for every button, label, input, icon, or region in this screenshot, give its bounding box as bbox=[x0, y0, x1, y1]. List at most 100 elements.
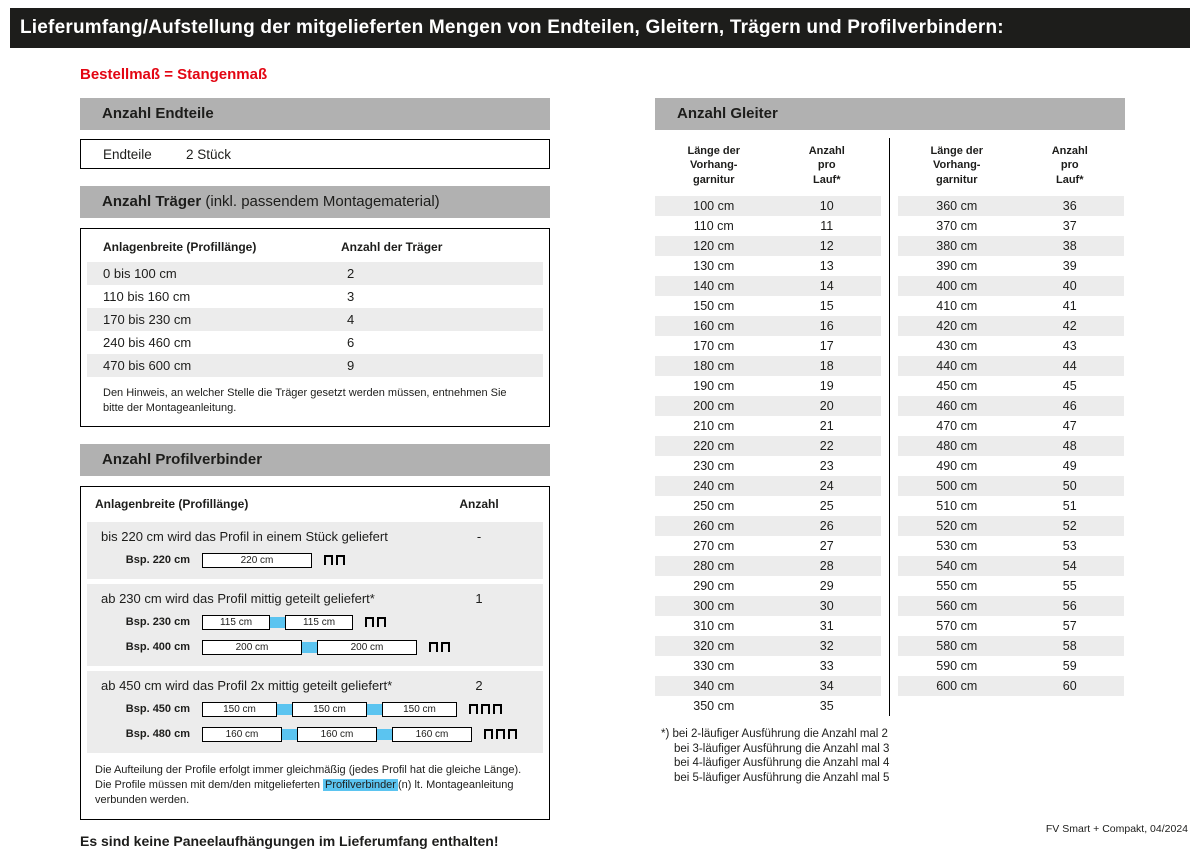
gleiter-anzahl-cell: 31 bbox=[819, 618, 834, 633]
gleiter-laenge-cell: 150 cm bbox=[693, 298, 735, 313]
profilverbinder-box: Anlagenbreite (Profillänge) Anzahl bis 2… bbox=[80, 485, 550, 820]
gleiter-anzahl-cell: 48 bbox=[1062, 438, 1077, 453]
gleiter-row: 340 cm 34 bbox=[655, 675, 881, 696]
gleiter-anzahl-cell: 55 bbox=[1062, 578, 1077, 593]
traeger-note: Den Hinweis, an welcher Stelle die Träge… bbox=[103, 387, 507, 414]
traeger-brackets-icon bbox=[365, 617, 386, 628]
profile-segment: 115 cm bbox=[285, 614, 353, 630]
endteile-label: Endteile bbox=[103, 146, 152, 162]
gleiter-anzahl-cell: 20 bbox=[819, 398, 834, 413]
traeger-brackets-icon bbox=[324, 555, 345, 566]
gleiter-anzahl-cell: 56 bbox=[1062, 598, 1077, 613]
traeger-row: 240 bis 460 cm 6 bbox=[87, 331, 543, 354]
gleiter-laenge-cell: 270 cm bbox=[693, 538, 735, 553]
anlagenbreite-cell: 110 bis 160 cm bbox=[103, 289, 191, 304]
gleiter-anzahl-cell: 43 bbox=[1062, 338, 1077, 353]
traeger-count-cell: 9 bbox=[347, 358, 355, 373]
gleiter-laenge-cell: 450 cm bbox=[936, 378, 978, 393]
traeger-count-cell: 6 bbox=[347, 335, 355, 350]
gleiter-laenge-cell: 130 cm bbox=[693, 258, 735, 273]
gleiter-anzahl-cell: 27 bbox=[819, 538, 834, 553]
anlagenbreite-cell: 240 bis 460 cm bbox=[103, 335, 192, 350]
pv-note-text-2: (n) lt. Montageanleitung verbunden werde… bbox=[95, 779, 514, 807]
gleiter-laenge-cell: 100 cm bbox=[693, 198, 735, 213]
traeger-count-cell: 4 bbox=[347, 312, 355, 327]
gleiter-row: 110 cm 11 bbox=[655, 216, 881, 236]
gleiter-anzahl-cell: 18 bbox=[819, 358, 834, 373]
gleiter-laenge-cell: 280 cm bbox=[693, 558, 735, 573]
traeger-table-rows: 0 bis 100 cm 2 110 bis 160 cm 3 170 bis 230 … bbox=[81, 262, 549, 377]
pv-note-text-1: Die Aufteilung der Profile erfolgt immer… bbox=[95, 763, 522, 792]
gleiter-anzahl-cell: 17 bbox=[819, 338, 834, 353]
gleiter-col-laenge-header: Länge der Vorhang-garnitur bbox=[687, 145, 741, 186]
gleiter-row: 130 cm 13 bbox=[655, 256, 881, 276]
gleiter-anzahl-cell: 35 bbox=[819, 698, 834, 713]
section-header-gleiter: Anzahl Gleiter bbox=[655, 98, 1125, 130]
profile-example-row: Bsp. 220 cm 220 cm bbox=[101, 552, 535, 569]
gleiter-row: 360 cm 36 bbox=[898, 195, 1124, 216]
gleiter-footnote-line: bei 4-läufiger Ausführung die Anzahl mal… bbox=[674, 757, 890, 770]
traeger-brackets-icon bbox=[429, 642, 450, 653]
profilverbinder-groups: bis 220 cm wird das Profil in einem Stüc… bbox=[87, 521, 543, 753]
profilverbinder-group: bis 220 cm wird das Profil in einem Stüc… bbox=[87, 521, 543, 579]
gleiter-anzahl-cell: 24 bbox=[819, 478, 834, 493]
gleiter-anzahl-cell: 30 bbox=[819, 598, 834, 613]
gleiter-row: 300 cm 30 bbox=[655, 595, 881, 616]
gleiter-anzahl-cell: 45 bbox=[1062, 378, 1077, 393]
traeger-row: 110 bis 160 cm 3 bbox=[87, 285, 543, 308]
gleiter-anzahl-cell: 16 bbox=[819, 318, 834, 333]
gleiter-laenge-cell: 570 cm bbox=[936, 618, 978, 633]
gleiter-anzahl-cell: 28 bbox=[819, 558, 834, 573]
traeger-header-bold: Anzahl Träger bbox=[102, 193, 202, 210]
traeger-table: Anlagenbreite (Profillänge) Anzahl der T… bbox=[80, 228, 550, 427]
columns: Anzahl Endteile Endteile 2 Stück Anzahl … bbox=[80, 98, 1125, 849]
profile-example-row: Bsp. 400 cm 200 cm 200 cm bbox=[101, 639, 535, 656]
group-count: 1 bbox=[475, 590, 483, 606]
gleiter-row: 280 cm 28 bbox=[655, 555, 881, 576]
gleiter-row: 170 cm 17 bbox=[655, 336, 881, 356]
gleiter-laenge-cell: 530 cm bbox=[936, 538, 978, 553]
gleiter-row: 580 cm 58 bbox=[898, 635, 1124, 656]
traeger-count-cell: 3 bbox=[347, 289, 355, 304]
gleiter-laenge-cell: 190 cm bbox=[693, 378, 735, 393]
group-count: - bbox=[476, 528, 482, 544]
gleiter-laenge-cell: 230 cm bbox=[693, 458, 735, 473]
gleiter-row: 490 cm 49 bbox=[898, 456, 1124, 476]
gleiter-laenge-cell: 470 cm bbox=[936, 418, 978, 433]
gleiter-row: 570 cm 57 bbox=[898, 616, 1124, 636]
gleiter-anzahl-cell: 39 bbox=[1062, 258, 1077, 273]
profile-segment: 200 cm bbox=[317, 639, 417, 655]
gleiter-row: 150 cm 15 bbox=[655, 296, 881, 316]
gleiter-laenge-cell: 160 cm bbox=[693, 318, 735, 333]
profilverbinder-connector-icon bbox=[282, 728, 297, 740]
profile-segment: 115 cm bbox=[202, 614, 270, 630]
gleiter-anzahl-cell: 14 bbox=[819, 278, 834, 293]
gleiter-laenge-cell: 350 cm bbox=[693, 698, 735, 713]
gleiter-row: 470 cm 47 bbox=[898, 416, 1124, 436]
traeger-row: 470 bis 600 cm 9 bbox=[87, 354, 543, 377]
gleiter-laenge-cell: 460 cm bbox=[936, 398, 978, 413]
gleiter-row: 200 cm 20 bbox=[655, 395, 881, 416]
gleiter-row: 180 cm 18 bbox=[655, 355, 881, 376]
bracket-icon bbox=[365, 617, 374, 628]
gleiter-laenge-cell: 480 cm bbox=[936, 438, 978, 453]
gleiter-laenge-cell: 540 cm bbox=[936, 558, 978, 573]
gleiter-laenge-cell: 300 cm bbox=[693, 598, 735, 613]
gleiter-laenge-cell: 600 cm bbox=[936, 678, 978, 693]
gleiter-anzahl-cell: 26 bbox=[819, 518, 834, 533]
gleiter-row: 320 cm 32 bbox=[655, 635, 881, 656]
gleiter-laenge-cell: 360 cm bbox=[936, 198, 978, 213]
gleiter-anzahl-cell: 40 bbox=[1062, 278, 1077, 293]
group-count: 2 bbox=[475, 677, 483, 693]
traeger-col1-header: Anlagenbreite (Profillänge) bbox=[103, 240, 257, 254]
bracket-icon bbox=[469, 704, 478, 715]
gleiter-row: 550 cm 55 bbox=[898, 576, 1124, 596]
section-header-traeger: Anzahl Träger (inkl. passendem Montagema… bbox=[80, 186, 550, 218]
endteile-value: 2 Stück bbox=[186, 146, 232, 162]
gleiter-anzahl-cell: 34 bbox=[819, 678, 834, 693]
gleiter-laenge-cell: 200 cm bbox=[693, 398, 735, 413]
example-label: Bsp. 450 cm bbox=[125, 703, 190, 716]
gleiter-laenge-cell: 520 cm bbox=[936, 518, 978, 533]
gleiter-row: 450 cm 45 bbox=[898, 376, 1124, 396]
gleiter-anzahl-cell: 12 bbox=[819, 238, 834, 253]
